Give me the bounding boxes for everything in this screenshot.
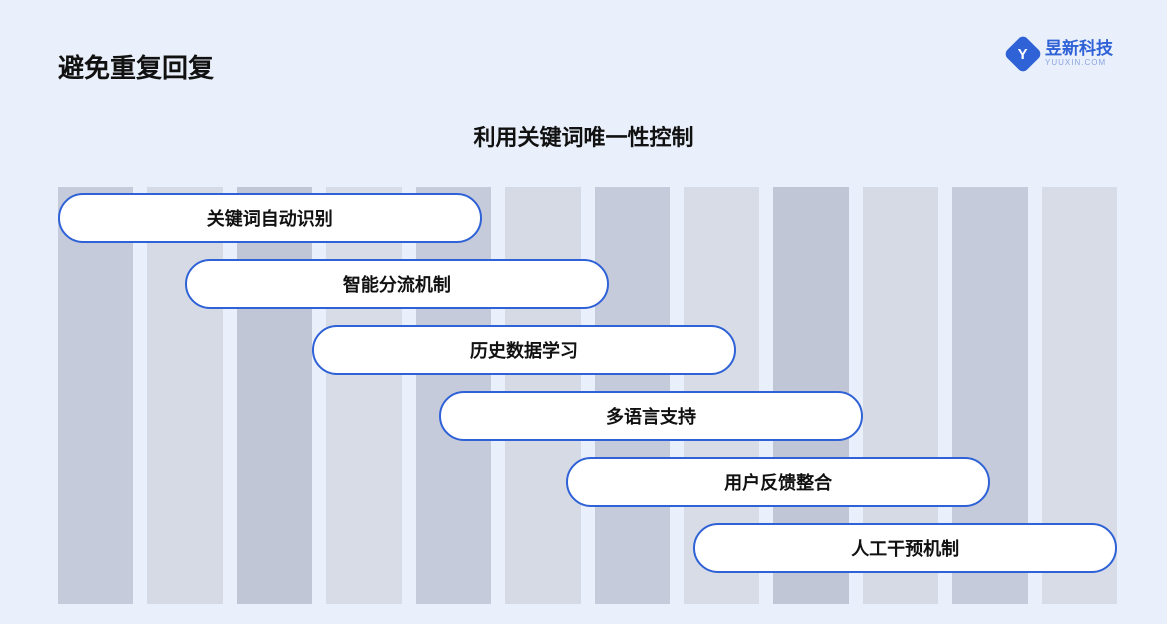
step-pill: 历史数据学习 — [312, 325, 736, 375]
step-pills: 关键词自动识别智能分流机制历史数据学习多语言支持用户反馈整合人工干预机制 — [58, 187, 1117, 604]
brand-logo-text: 昱新科技 YUUXIN.COM — [1045, 40, 1113, 67]
page-title: 避免重复回复 — [58, 48, 214, 85]
step-pill-label: 智能分流机制 — [343, 271, 451, 297]
step-pill-label: 历史数据学习 — [470, 337, 578, 363]
step-pill-label: 人工干预机制 — [851, 535, 959, 561]
step-pill: 智能分流机制 — [185, 259, 609, 309]
step-pill-label: 多语言支持 — [606, 403, 696, 429]
brand-logo-main: 昱新科技 — [1045, 40, 1113, 59]
step-pill: 用户反馈整合 — [566, 457, 990, 507]
subtitle: 利用关键词唯一性控制 — [0, 120, 1167, 152]
step-pill-label: 用户反馈整合 — [724, 469, 832, 495]
brand-logo-sub: YUUXIN.COM — [1045, 59, 1113, 68]
step-pill: 关键词自动识别 — [58, 193, 482, 243]
step-pill-label: 关键词自动识别 — [207, 205, 333, 231]
step-pill: 多语言支持 — [439, 391, 863, 441]
brand-logo-icon: Y — [1003, 34, 1043, 74]
brand-logo-letter: Y — [1018, 45, 1028, 62]
brand-logo: Y 昱新科技 YUUXIN.COM — [1009, 40, 1113, 68]
step-pill: 人工干预机制 — [693, 523, 1117, 573]
